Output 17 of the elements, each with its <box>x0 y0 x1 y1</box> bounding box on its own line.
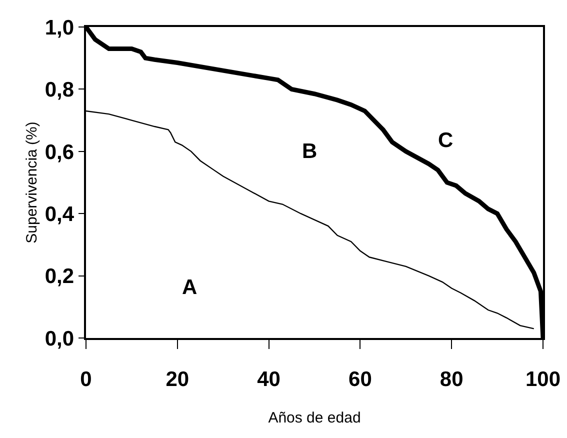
y-tick-label: 0,4 <box>44 202 74 226</box>
x-tick-label: 100 <box>525 368 561 391</box>
y-tick-label: 0,6 <box>44 140 74 164</box>
annotation: C <box>438 129 454 152</box>
x-tick-label: 40 <box>257 368 280 391</box>
y-tick-label: 1,0 <box>44 16 74 40</box>
annotation: A <box>182 276 198 299</box>
y-tick-label: 0,8 <box>44 78 74 102</box>
x-tick-label: 60 <box>348 368 372 391</box>
x-axis-title: Años de edad <box>268 409 361 426</box>
x-tick-label: 0 <box>80 368 92 391</box>
x-tick-label: 80 <box>440 368 464 391</box>
annotation: B <box>302 140 318 163</box>
y-tick-label: 0,0 <box>44 327 74 350</box>
y-axis-title: Supervivencia (%) <box>24 122 41 244</box>
x-tick-label: 20 <box>166 368 190 391</box>
y-tick-label: 0,2 <box>44 265 74 288</box>
